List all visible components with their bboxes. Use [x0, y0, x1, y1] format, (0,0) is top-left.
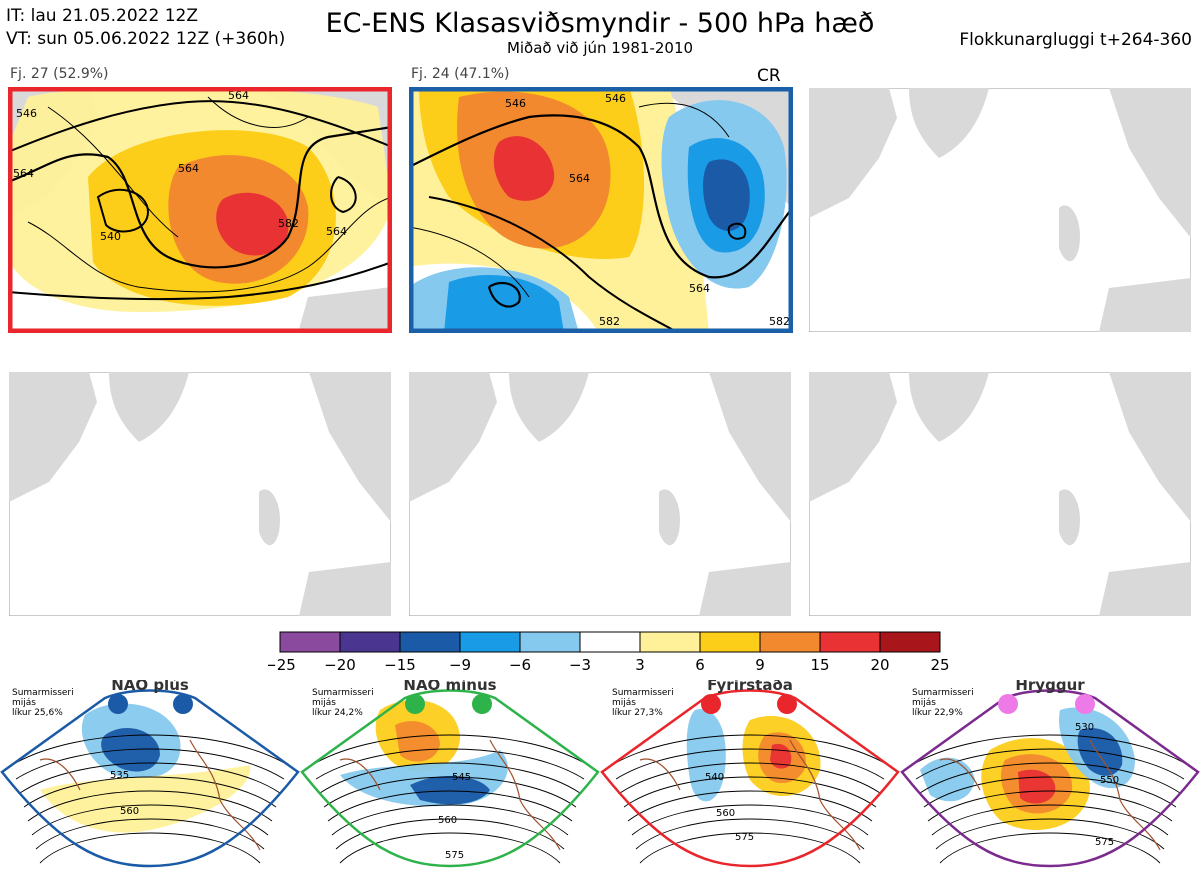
panel-1-label: Fj. 27 (52.9%) [10, 66, 109, 82]
colorbar-swatch [639, 631, 701, 653]
regime-contour-label: 575 [735, 832, 754, 843]
contour-label: 582 [769, 315, 790, 328]
cluster-map-1: 546 564 564 540 564 582 564 [8, 87, 392, 333]
regime-contour-label: 530 [1075, 722, 1094, 733]
contour-label: 564 [569, 172, 590, 185]
regime-info-text: mijás [312, 698, 336, 708]
regime-info-text: mijás [912, 698, 936, 708]
contour-label: 582 [599, 315, 620, 328]
valid-time: VT: sun 05.06.2022 12Z (+360h) [6, 29, 286, 49]
cr-tag: CR [757, 66, 781, 86]
regime-contour-label: 550 [1100, 775, 1119, 786]
page-title: EC-ENS Klasasviðsmyndir - 500 hPa hæð [325, 8, 875, 39]
regime-info-text: Sumarmisseri [312, 688, 374, 698]
colorbar-tick-label: −25 [268, 656, 296, 674]
regime-contour-label: 560 [438, 815, 457, 826]
regime-name: Hryggur [1015, 680, 1085, 694]
colorbar-swatch [759, 631, 821, 653]
contour-label: 564 [228, 89, 249, 102]
contour-label: 582 [278, 217, 299, 230]
regime-contour-label: 535 [110, 770, 129, 781]
regime-marker-dot [472, 694, 492, 714]
colorbar-tick-label: −6 [509, 656, 531, 674]
colorbar: −25 −20 −15 −9 −6 −3 3 6 9 15 20 25 [268, 631, 950, 674]
regime-contour-label: 540 [705, 772, 724, 783]
contour-label: 564 [13, 167, 34, 180]
contour-label: 564 [326, 225, 347, 238]
regime-contour-label: 560 [120, 806, 139, 817]
empty-map-6 [809, 372, 1191, 616]
regime-info-text: Sumarmisseri [12, 688, 74, 698]
colorbar-swatch [519, 631, 581, 653]
regime-info-text: líkur 25,6% [12, 708, 63, 718]
contour-label: 564 [178, 162, 199, 175]
colorbar-swatch [579, 631, 641, 653]
regime-marker-dot [173, 694, 193, 714]
regime-marker-dot [998, 694, 1018, 714]
empty-map-3 [809, 88, 1191, 332]
contour-label: 540 [100, 230, 121, 243]
regime-info-text: mijás [612, 698, 636, 708]
regime-name: NAO mínus [403, 680, 496, 694]
regime-info-text: líkur 24,2% [312, 708, 363, 718]
regime-marker-dot [701, 694, 721, 714]
issue-time: IT: lau 21.05.2022 12Z [6, 6, 198, 26]
empty-map-4 [9, 372, 391, 616]
colorbar-tick-label: −20 [324, 656, 356, 674]
contour-label: 546 [505, 97, 526, 110]
regime-info-text: Sumarmisseri [612, 688, 674, 698]
contour-label: 546 [605, 92, 626, 105]
regime-marker-dot [777, 694, 797, 714]
cluster-map-2: 546 546 564 564 582 582 [409, 87, 793, 333]
colorbar-swatch [819, 631, 881, 653]
colorbar-swatch [339, 631, 401, 653]
colorbar-tick-label: −3 [569, 656, 591, 674]
colorbar-swatch [399, 631, 461, 653]
regime-contour-label: 575 [445, 850, 464, 861]
regime-info-text: líkur 22,9% [912, 708, 963, 718]
panel-1-contour-labels: 546 564 564 540 564 582 564 [13, 89, 347, 243]
colorbar-tick-label: 15 [810, 656, 829, 674]
colorbar-swatch [279, 631, 341, 653]
colorbar-tick-label: 20 [870, 656, 889, 674]
regime-name: NAO plús [111, 680, 189, 694]
colorbar-swatch [879, 631, 941, 653]
regime-marker-dot [1075, 694, 1095, 714]
regime-contour-label: 575 [1095, 837, 1114, 848]
colorbar-tick-label: 6 [695, 656, 705, 674]
regime-map: 545 560 575 NAO mínus Sumarmisserimijáslíkur… [300, 680, 600, 868]
colorbar-tick-label: 9 [755, 656, 765, 674]
regime-info-text: Sumarmisseri [912, 688, 974, 698]
regime-info-text: mijás [12, 698, 36, 708]
contour-label: 546 [16, 107, 37, 120]
regime-info-text: líkur 27,3% [612, 708, 663, 718]
page-subtitle: Miðað við jún 1981-2010 [506, 39, 694, 57]
clustering-window: Flokkunargluggi t+264-360 [959, 30, 1192, 50]
regime-marker-dot [108, 694, 128, 714]
colorbar-tick-label: −9 [449, 656, 471, 674]
colorbar-swatch [459, 631, 521, 653]
regime-marker-dot [405, 694, 425, 714]
colorbar-tick-label: 3 [635, 656, 645, 674]
regime-map: 540 560 575 Fyrirstaða Sumarmisserimijáslíku… [600, 680, 900, 868]
contour-label: 564 [689, 282, 710, 295]
regime-name: Fyrirstaða [707, 680, 793, 694]
regime-contour-label: 545 [452, 772, 471, 783]
panel-2-label: Fj. 24 (47.1%) [411, 66, 510, 82]
regime-contour-label: 560 [716, 808, 735, 819]
colorbar-swatch [699, 631, 761, 653]
colorbar-tick-label: 25 [930, 656, 949, 674]
colorbar-tick-label: −15 [384, 656, 416, 674]
empty-map-5 [409, 372, 791, 616]
panel-2-contour-labels: 546 546 564 564 582 582 [505, 92, 790, 328]
